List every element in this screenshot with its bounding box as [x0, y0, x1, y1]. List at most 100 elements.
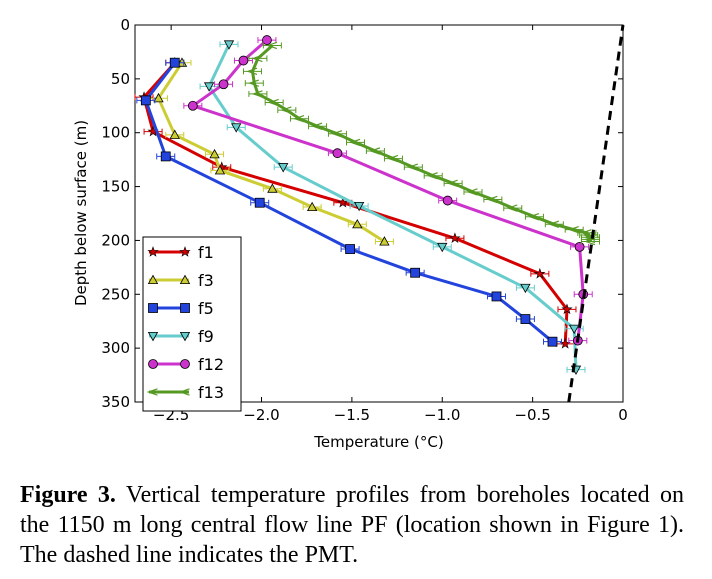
data-point-f12	[332, 148, 343, 159]
series-layer	[134, 24, 625, 403]
axis-layer: −2.5 −2.0 −1.5 −1.0 −0.5 00501001502002503003…	[101, 16, 627, 424]
series-f9	[199, 40, 586, 376]
data-point-f13	[251, 54, 263, 63]
data-point-f9	[569, 324, 580, 335]
legend-marker-f3	[147, 274, 159, 285]
y-axis-title: Depth below surface (m)	[72, 120, 90, 306]
y-tick-label: 100	[101, 124, 130, 142]
x-tick-label: −2.0	[243, 406, 279, 424]
series-f5	[136, 57, 563, 347]
data-point-f13	[426, 172, 438, 180]
x-tick-label: −1.5	[334, 406, 370, 424]
series-line-f12	[191, 38, 585, 341]
data-point-f13	[331, 130, 343, 138]
data-point-f13	[548, 220, 560, 228]
data-point-f13	[267, 98, 279, 107]
data-point-f13	[528, 213, 540, 221]
legend-marker-f1	[179, 246, 191, 257]
data-point-f5	[547, 336, 558, 347]
data-point-f3	[169, 129, 180, 139]
legend: f1 f3 f5 f9 f12 f13	[142, 236, 242, 412]
data-point-f13	[293, 114, 305, 123]
series-f12	[183, 35, 593, 346]
data-point-f1	[561, 303, 573, 315]
data-point-f3	[214, 165, 226, 175]
legend-label-f13: f13	[198, 383, 224, 402]
data-point-f5	[491, 291, 502, 302]
data-point-f3	[306, 201, 318, 212]
series-f3	[148, 57, 394, 246]
data-point-f13	[506, 204, 518, 212]
legend-marker-f5	[148, 303, 158, 313]
data-point-f12	[187, 100, 198, 111]
data-point-f3	[352, 218, 363, 229]
data-point-f5	[169, 57, 180, 68]
legend-marker-f13	[146, 388, 158, 396]
data-point-f5	[254, 197, 265, 208]
legend-box	[142, 236, 242, 412]
data-point-f9	[437, 242, 448, 253]
data-point-f9	[353, 201, 365, 212]
data-point-f13	[486, 195, 498, 204]
y-tick-label: 0	[120, 16, 130, 34]
temperature-profile-chart: −2.5 −2.0 −1.5 −1.0 −0.5 00501001502002503003…	[72, 16, 628, 451]
data-point-f9	[520, 283, 531, 294]
data-point-f12	[238, 55, 249, 66]
data-point-f9	[223, 40, 235, 50]
data-point-f12	[218, 79, 229, 90]
data-point-f13	[446, 179, 458, 188]
data-point-f3	[267, 183, 278, 193]
data-point-f12	[262, 35, 272, 45]
data-point-f3	[153, 92, 164, 103]
legend-marker-f3	[179, 274, 191, 285]
data-point-f3	[379, 236, 390, 246]
data-point-f13	[266, 41, 278, 50]
legend-label-f5: f5	[198, 299, 214, 318]
legend-label-f12: f12	[198, 355, 224, 374]
series-f13	[242, 41, 600, 246]
y-tick-label: 250	[101, 285, 130, 303]
data-point-f1	[534, 267, 546, 279]
caption-label: Figure 3.	[20, 482, 116, 508]
legend-marker-f5	[180, 303, 190, 313]
legend-label-f1: f1	[198, 243, 214, 262]
legend-label-f3: f3	[198, 271, 214, 290]
x-tick-label: −0.5	[514, 406, 550, 424]
data-point-f13	[246, 67, 258, 76]
data-point-f13	[311, 122, 323, 130]
figure-caption: Figure 3. Vertical temperature profiles …	[20, 480, 684, 570]
data-point-f9	[278, 163, 289, 173]
data-point-f3	[209, 148, 220, 159]
data-point-f5	[160, 151, 171, 162]
data-point-f13	[349, 138, 361, 147]
data-point-f5	[345, 244, 355, 254]
data-point-f9	[231, 123, 242, 133]
data-point-f12	[442, 195, 453, 206]
legend-marker-f12	[180, 359, 190, 369]
y-tick-label: 50	[111, 70, 130, 88]
legend-marker-f9	[179, 331, 191, 342]
x-axis-title: Temperature (°C)	[313, 433, 443, 451]
data-point-f13	[280, 106, 292, 114]
data-point-f13	[584, 237, 596, 246]
caption-text: Vertical temperature profiles from boreh…	[20, 482, 684, 568]
data-point-f5	[410, 267, 421, 278]
data-point-f9	[203, 82, 215, 92]
x-tick-label: 0	[618, 406, 628, 424]
data-point-f13	[369, 147, 381, 155]
y-tick-label: 350	[101, 393, 130, 411]
data-point-f13	[466, 188, 478, 196]
legend-label-f9: f9	[198, 327, 214, 346]
legend-marker-f1	[147, 246, 159, 257]
legend-marker-f12	[148, 359, 158, 369]
data-point-f13	[387, 154, 399, 163]
data-point-f1	[449, 232, 461, 244]
data-point-f13	[247, 79, 259, 87]
data-point-f5	[520, 314, 531, 324]
y-tick-label: 200	[101, 231, 130, 249]
legend-marker-f9	[147, 331, 159, 342]
y-tick-label: 300	[101, 339, 130, 357]
legend-marker-f13	[178, 388, 190, 396]
y-tick-label: 150	[101, 178, 130, 196]
x-tick-label: −1.0	[424, 406, 460, 424]
